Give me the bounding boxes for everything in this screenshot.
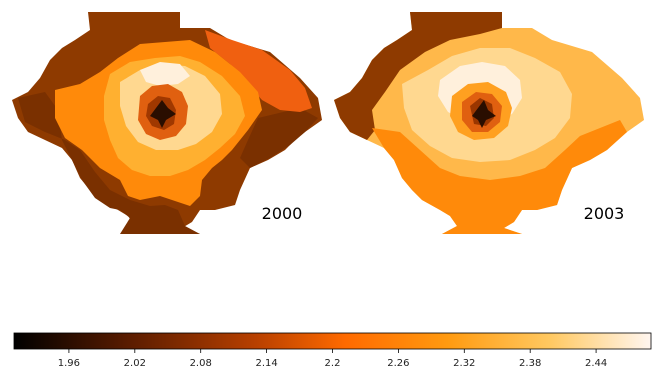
map-panel-2003: 2003 bbox=[334, 12, 644, 234]
colorbar-tick-label: 2.26 bbox=[387, 358, 409, 369]
colorbar-gradient bbox=[13, 332, 652, 350]
region-south-orange bbox=[372, 120, 627, 234]
region-core-center bbox=[150, 100, 176, 128]
region-core-center bbox=[472, 100, 496, 128]
colorbar-ticks: 1.96 2.02 2.08 2.14 2.2 2.26 2.32 2.38 2.44 bbox=[58, 349, 607, 369]
map-year-label: 2003 bbox=[584, 204, 625, 223]
colorbar-tick-label: 2.32 bbox=[453, 358, 475, 369]
colorbar-tick-label: 2.14 bbox=[255, 358, 277, 369]
colorbar: 1.96 2.02 2.08 2.14 2.2 2.26 2.32 2.38 2.44 bbox=[13, 332, 652, 369]
region-dark-west bbox=[18, 92, 200, 234]
colorbar-tick-label: 1.96 bbox=[58, 358, 80, 369]
map-year-label: 2000 bbox=[262, 204, 303, 223]
colorbar-tick-label: 2.02 bbox=[124, 358, 146, 369]
colorbar-tick-label: 2.44 bbox=[585, 358, 607, 369]
colorbar-tick-label: 2.38 bbox=[519, 358, 541, 369]
region-inner-white bbox=[140, 62, 190, 86]
region-east-orange bbox=[205, 30, 312, 112]
map-panel-2000: 2000 bbox=[12, 12, 322, 234]
colorbar-tick-label: 2.2 bbox=[325, 358, 341, 369]
region-west-brown bbox=[334, 12, 502, 140]
colorbar-tick-label: 2.08 bbox=[190, 358, 212, 369]
region-dark-east bbox=[240, 108, 318, 168]
